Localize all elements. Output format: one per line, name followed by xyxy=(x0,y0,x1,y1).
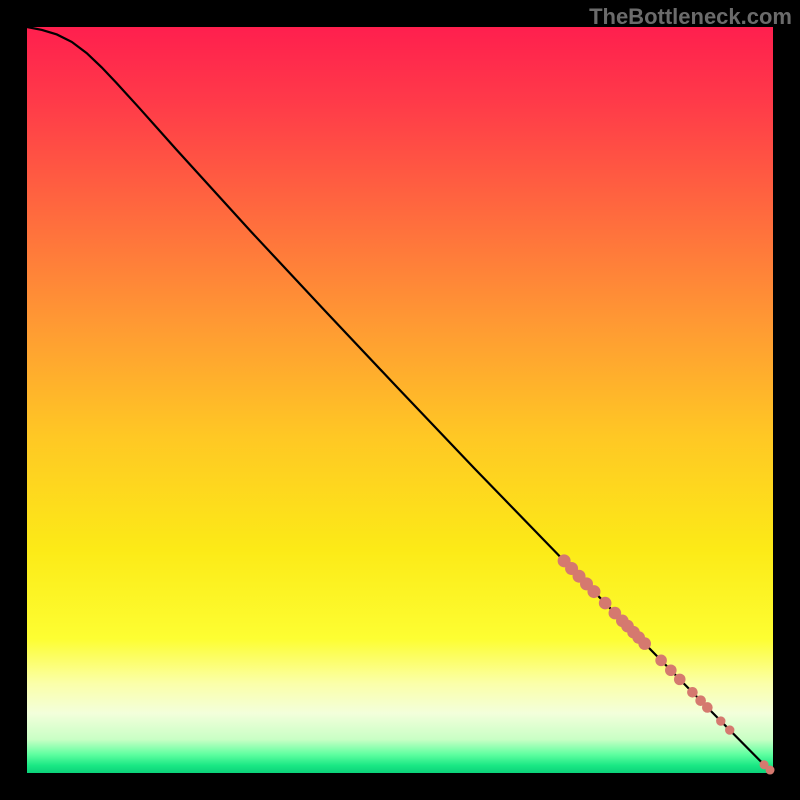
curve-marker xyxy=(687,687,698,698)
curve-marker xyxy=(599,597,612,610)
curve-marker xyxy=(725,725,734,734)
curve-marker xyxy=(674,674,686,686)
curve-marker xyxy=(665,664,677,676)
bottleneck-chart xyxy=(0,0,800,800)
curve-marker xyxy=(655,655,667,667)
curve-marker xyxy=(587,585,600,598)
curve-marker xyxy=(702,702,713,713)
chart-root: TheBottleneck.com xyxy=(0,0,800,800)
curve-marker xyxy=(716,716,725,725)
curve-marker xyxy=(638,637,651,650)
watermark-text: TheBottleneck.com xyxy=(589,4,792,30)
curve-marker xyxy=(766,766,775,775)
